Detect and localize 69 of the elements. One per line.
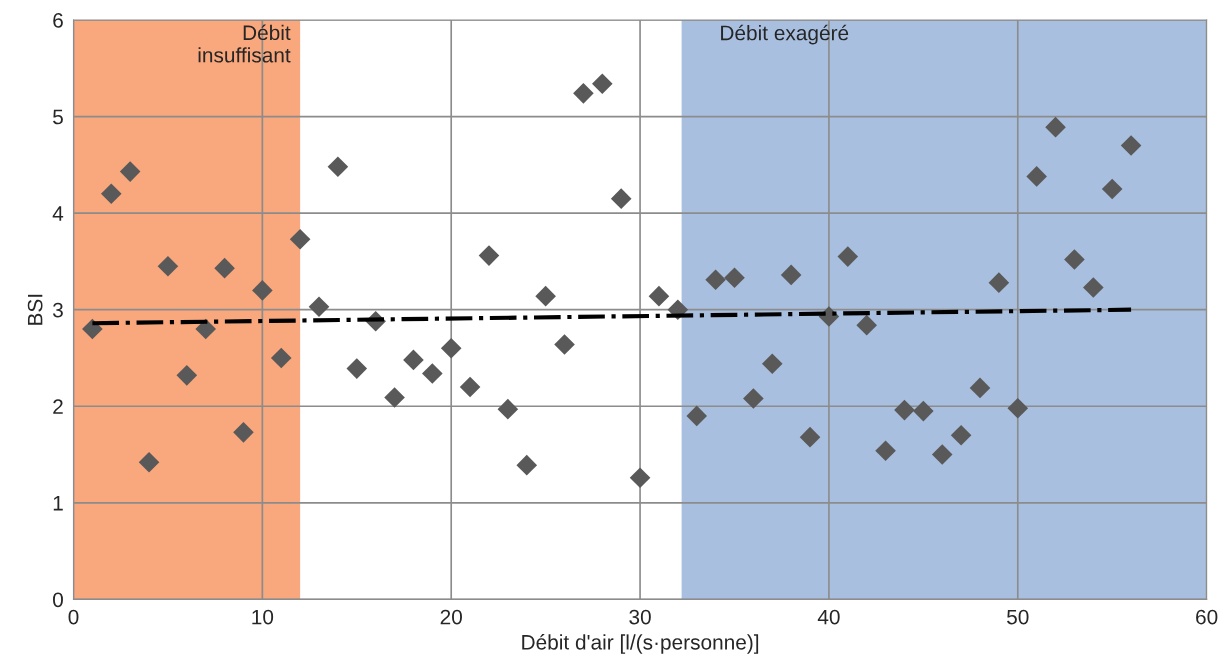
point xyxy=(478,245,500,266)
point xyxy=(648,285,670,307)
point xyxy=(233,422,254,443)
point xyxy=(743,388,764,409)
point xyxy=(100,183,122,205)
x-tick-label: 60 xyxy=(1196,609,1218,625)
point xyxy=(308,296,330,318)
y-tick-label: 5 xyxy=(53,109,63,125)
band-label: Débit exagéré xyxy=(721,24,849,45)
x-tick-label: 10 xyxy=(252,609,274,625)
point xyxy=(1083,277,1104,298)
point xyxy=(780,264,802,286)
point xyxy=(1045,116,1066,138)
point xyxy=(497,398,519,420)
point xyxy=(138,451,160,473)
point xyxy=(346,358,368,379)
point xyxy=(459,376,481,398)
point xyxy=(327,156,349,178)
x-tick-label: 50 xyxy=(1007,609,1029,625)
point xyxy=(705,269,726,291)
y-tick-label: 4 xyxy=(52,206,64,221)
point xyxy=(591,73,613,95)
y-tick-label: 1 xyxy=(53,496,63,511)
point xyxy=(214,257,235,279)
point xyxy=(252,280,273,301)
point xyxy=(988,272,1010,293)
point xyxy=(686,405,708,427)
point xyxy=(1007,397,1029,419)
point xyxy=(950,424,972,446)
point xyxy=(913,400,934,422)
point xyxy=(384,387,405,408)
point xyxy=(894,399,915,421)
point xyxy=(289,228,311,250)
point xyxy=(1064,249,1085,270)
point xyxy=(554,334,575,355)
point xyxy=(1101,178,1123,200)
point xyxy=(931,444,953,465)
point xyxy=(176,365,198,386)
point xyxy=(573,83,594,104)
point xyxy=(403,349,424,371)
point xyxy=(1120,135,1142,156)
y-tick-label: 6 xyxy=(53,12,63,28)
point xyxy=(837,246,859,267)
point xyxy=(629,467,651,489)
point xyxy=(440,338,462,359)
point xyxy=(875,440,896,461)
point xyxy=(1026,166,1047,187)
y-axis-title: BSI xyxy=(27,294,43,325)
point xyxy=(724,267,745,289)
point xyxy=(761,353,783,375)
y-tick-label: 3 xyxy=(52,302,63,318)
x-tick-label: 40 xyxy=(817,609,840,625)
x-tick-label: 0 xyxy=(68,609,79,625)
point xyxy=(119,161,141,182)
y-tick-label: 0 xyxy=(53,592,63,608)
point xyxy=(535,285,556,307)
y-tick-label: 2 xyxy=(53,399,63,414)
band-label: Débit insuffisant xyxy=(198,24,291,63)
point xyxy=(969,377,991,399)
point xyxy=(610,188,632,209)
point xyxy=(516,454,538,476)
point xyxy=(270,347,292,369)
point xyxy=(157,255,179,277)
x-axis-title: Débit d'air [l/(s·personne)] xyxy=(522,634,759,654)
point xyxy=(799,426,821,448)
point xyxy=(856,314,877,336)
x-tick-label: 30 xyxy=(629,609,651,625)
point xyxy=(422,363,443,384)
x-tick-label: 20 xyxy=(440,609,462,625)
